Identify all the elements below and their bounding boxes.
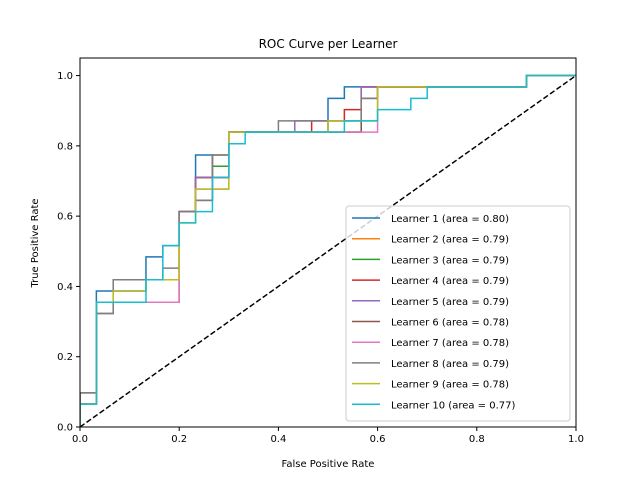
legend-label-learner-10: Learner 10 (area = 0.77) bbox=[391, 400, 515, 411]
x-tick-label-4: 0.8 bbox=[469, 434, 485, 445]
legend-label-learner-5: Learner 5 (area = 0.79) bbox=[391, 297, 509, 308]
legend-label-learner-7: Learner 7 (area = 0.78) bbox=[391, 338, 509, 349]
legend-label-learner-6: Learner 6 (area = 0.78) bbox=[391, 318, 509, 329]
legend-label-learner-3: Learner 3 (area = 0.79) bbox=[391, 255, 509, 266]
y-tick-label-4: 0.8 bbox=[57, 141, 73, 152]
legend-label-learner-9: Learner 9 (area = 0.78) bbox=[391, 380, 509, 391]
x-tick-label-0: 0.0 bbox=[72, 434, 88, 445]
x-tick-label-1: 0.2 bbox=[171, 434, 187, 445]
x-tick-label-3: 0.6 bbox=[370, 434, 386, 445]
series-group bbox=[80, 74, 576, 427]
y-tick-label-2: 0.4 bbox=[57, 282, 73, 293]
chance-diagonal-line bbox=[80, 74, 576, 427]
legend: Learner 1 (area = 0.80) Learner 2 (area =… bbox=[345, 205, 571, 422]
plot-area bbox=[80, 74, 576, 427]
legend-label-learner-4: Learner 4 (area = 0.79) bbox=[391, 276, 509, 287]
y-tick-label-0: 0.0 bbox=[57, 423, 73, 434]
y-tick-label-5: 1.0 bbox=[57, 71, 73, 82]
series-line-learner-10 bbox=[80, 74, 576, 427]
legend-box bbox=[345, 205, 571, 422]
axes: 0.0 0.2 0.4 0.6 0.8 1.0 0.0 0.2 0.4 0.6 0.8 1.0 bbox=[57, 57, 584, 445]
x-tick-label-2: 0.4 bbox=[270, 434, 286, 445]
legend-label-learner-2: Learner 2 (area = 0.79) bbox=[391, 235, 509, 246]
legend-label-learner-1: Learner 1 (area = 0.80) bbox=[391, 214, 509, 225]
legend-label-learner-8: Learner 8 (area = 0.79) bbox=[391, 359, 509, 370]
y-axis-label: True Positive Rate bbox=[30, 198, 41, 288]
y-tick-label-3: 0.6 bbox=[57, 212, 73, 223]
chart-title: ROC Curve per Learner bbox=[259, 37, 398, 51]
x-axis-label: False Positive Rate bbox=[282, 459, 375, 470]
x-tick-label-5: 1.0 bbox=[568, 434, 584, 445]
y-tick-label-1: 0.2 bbox=[57, 352, 73, 363]
axes-frame bbox=[79, 57, 577, 428]
